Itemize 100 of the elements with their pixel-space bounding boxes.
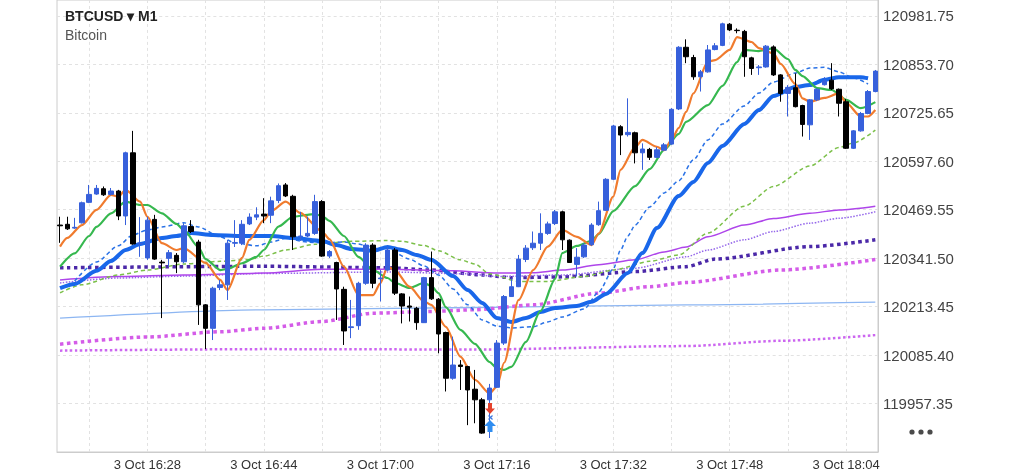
candlestick [108, 187, 114, 197]
candlestick [676, 45, 682, 111]
candlestick [385, 246, 390, 272]
candlestick [720, 22, 725, 47]
candlestick [123, 151, 128, 226]
x-tick-label: 3 Oct 17:00 [346, 457, 414, 472]
candlestick [327, 249, 332, 259]
candlestick [174, 252, 179, 274]
candlestick [414, 306, 419, 331]
candlestick [407, 296, 412, 323]
y-tick-label: 120085.40 [883, 346, 954, 364]
candlestick [101, 185, 106, 197]
candlestick [181, 222, 187, 264]
y-tick-label: 120981.75 [883, 7, 954, 25]
x-tick-label: 3 Oct 18:04 [812, 457, 880, 472]
candlestick [538, 212, 543, 251]
candlestick [152, 214, 157, 261]
candlestick [217, 279, 223, 291]
candlestick [727, 22, 732, 32]
candlestick [341, 286, 347, 346]
candlestick [210, 286, 216, 341]
candlestick [268, 196, 274, 224]
candlestick [749, 56, 754, 76]
candlestick [800, 104, 805, 138]
candlestick [378, 269, 383, 302]
candlestick [509, 277, 514, 298]
x-tick-label: 3 Oct 17:16 [463, 457, 531, 472]
candlestick [785, 84, 791, 117]
y-tick-label: 119957.35 [883, 394, 953, 412]
candlestick [603, 177, 609, 212]
candlestick [669, 107, 674, 146]
candlestick [370, 242, 376, 289]
candlestick [57, 216, 63, 244]
candlestick [851, 129, 856, 150]
candlestick [625, 97, 631, 138]
candlestick [771, 44, 776, 77]
candlestick [94, 184, 99, 196]
text: Bitcoin [65, 27, 108, 43]
candlestick [298, 211, 303, 242]
candlestick [196, 239, 201, 326]
candlestick [334, 261, 339, 321]
candlestick [873, 69, 878, 93]
candlestick [443, 331, 449, 392]
candlestick [567, 238, 572, 264]
candlestick [734, 27, 740, 34]
candlestick [516, 254, 521, 288]
candlestick [421, 276, 427, 324]
y-tick-label: 120853.70 [883, 55, 954, 73]
candlestick [188, 219, 194, 234]
candlestick [356, 281, 361, 331]
candlestick [65, 216, 70, 231]
candlestick [640, 142, 645, 171]
candlestick [429, 251, 434, 301]
candlestick [698, 69, 703, 93]
y-tick-label: 120725.65 [883, 104, 954, 122]
candlestick [137, 216, 143, 258]
x-tick-label: 3 Oct 17:32 [579, 457, 647, 472]
candlestick [450, 336, 456, 381]
candlestick [232, 219, 237, 248]
candlestick [691, 54, 696, 81]
candlestick [822, 76, 827, 86]
candlestick [239, 219, 245, 246]
candlestick [130, 130, 136, 246]
candlestick [203, 303, 208, 350]
candlestick [290, 194, 296, 251]
candlestick [225, 239, 230, 301]
x-tick-label: 3 Oct 16:28 [113, 457, 181, 472]
candlestick [611, 124, 616, 181]
candlestick [145, 216, 150, 261]
candlestick [647, 147, 652, 161]
candlestick [312, 194, 318, 236]
candlestick [436, 297, 441, 354]
x-tick-label: 3 Oct 17:48 [696, 457, 764, 472]
candlestick [72, 217, 77, 230]
candlestick [618, 124, 623, 156]
candlestick [319, 199, 325, 258]
candlestick [596, 201, 601, 227]
candlestick [348, 299, 354, 339]
candlestick [261, 197, 267, 224]
candlestick [793, 72, 798, 108]
candlestick [305, 216, 310, 238]
candlestick [742, 29, 747, 78]
candlestick [632, 131, 638, 164]
candlestick [166, 249, 172, 268]
candlestick [560, 210, 565, 251]
x-tick-label: 3 Oct 16:44 [230, 457, 298, 472]
candlestick [458, 359, 463, 391]
candlestick [829, 62, 834, 91]
candlestick [116, 189, 121, 221]
candlestick [363, 242, 369, 286]
candlestick [159, 259, 165, 319]
candlestick [276, 182, 281, 204]
y-tick-label: 120469.55 [883, 201, 954, 219]
y-tick-label: 120597.60 [883, 152, 954, 170]
y-tick-label: 120341.50 [883, 249, 954, 267]
candlestick [254, 206, 259, 221]
candlestick [247, 212, 252, 226]
candlestick [283, 182, 288, 198]
candlestick [683, 38, 689, 64]
candlestick [589, 222, 594, 247]
